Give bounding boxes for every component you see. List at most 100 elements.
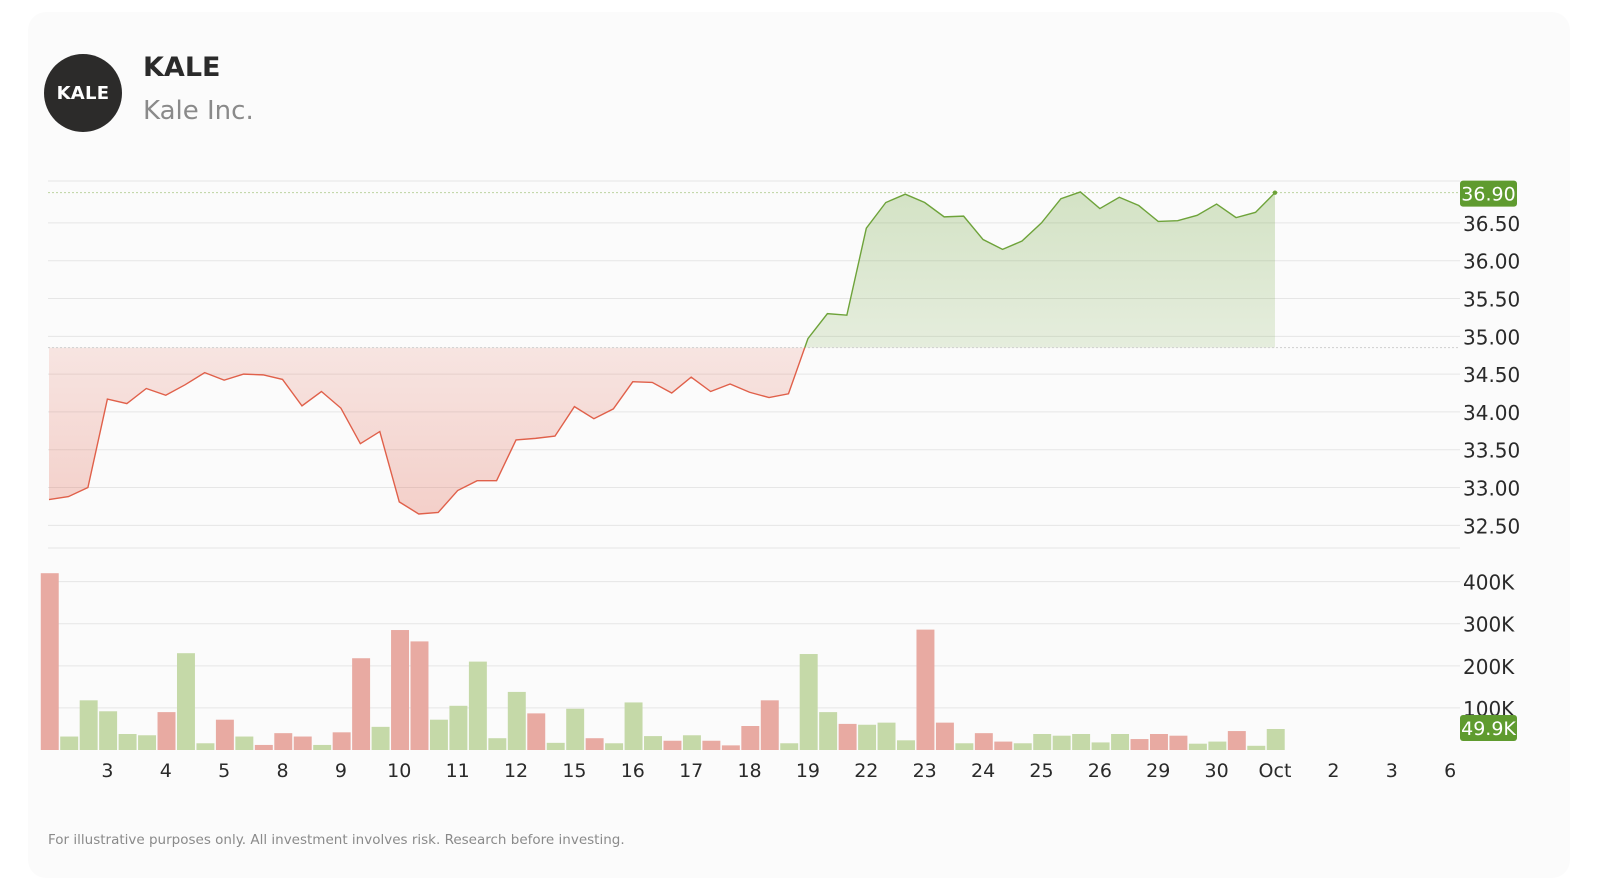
volume-bar — [585, 738, 604, 750]
price-area-up — [49, 191, 1275, 348]
last-volume-badge: 49.9K — [1460, 715, 1517, 741]
volume-bar — [391, 630, 410, 750]
x-tick-label: 3 — [101, 760, 113, 782]
x-tick-label: 10 — [387, 760, 411, 782]
volume-bar — [1149, 734, 1168, 750]
volume-bar — [40, 573, 59, 750]
volume-bar — [819, 712, 838, 750]
volume-bar — [332, 732, 351, 750]
x-tick-label: 18 — [737, 760, 761, 782]
price-tick-label: 33.00 — [1463, 477, 1520, 501]
volume-bar — [1052, 735, 1071, 750]
volume-bar — [196, 743, 215, 750]
price-tick-label: 35.50 — [1463, 288, 1520, 312]
price-tick-label: 33.50 — [1463, 439, 1520, 463]
volume-bar — [488, 738, 507, 750]
volume-bar — [254, 744, 273, 750]
volume-bar — [235, 736, 254, 750]
volume-bar — [1247, 745, 1266, 750]
price-tick-label: 34.00 — [1463, 401, 1520, 425]
volume-bar — [799, 654, 818, 750]
x-tick-label: 19 — [796, 760, 820, 782]
price-line-down — [48, 347, 806, 515]
x-tick-label: 17 — [679, 760, 703, 782]
volume-bar — [1072, 734, 1091, 750]
volume-bar — [157, 712, 176, 750]
volume-bar — [410, 641, 429, 750]
x-tick-label: 6 — [1444, 760, 1456, 782]
volume-tick-label: 200K — [1463, 655, 1515, 679]
volume-bar — [215, 719, 234, 750]
price-tick-label: 36.00 — [1463, 250, 1520, 274]
volume-bar — [274, 733, 293, 750]
volume-tick-label: 300K — [1463, 613, 1515, 637]
x-tick-label: 15 — [562, 760, 586, 782]
x-tick-label: 24 — [971, 760, 995, 782]
x-tick-label: 3 — [1386, 760, 1398, 782]
last-volume-badge-text: 49.9K — [1461, 718, 1516, 740]
x-tick-label: 26 — [1088, 760, 1112, 782]
volume-bar — [760, 700, 779, 750]
disclaimer-text: For illustrative purposes only. All inve… — [48, 832, 625, 848]
volume-bar — [293, 736, 312, 750]
last-price-badge: 36.90 — [1460, 180, 1517, 207]
volume-bar — [955, 743, 974, 750]
volume-bar — [527, 713, 546, 750]
volume-bar — [644, 736, 662, 750]
volume-bar — [838, 723, 857, 750]
volume-bar — [60, 736, 79, 750]
volume-bar — [138, 735, 157, 750]
x-tick-label: 9 — [335, 760, 347, 782]
x-tick-label: 8 — [276, 760, 288, 782]
volume-bar — [546, 742, 565, 750]
x-tick-label: 29 — [1146, 760, 1170, 782]
x-tick-label: 30 — [1205, 760, 1229, 782]
volume-bar — [877, 722, 896, 750]
last-volume-badge-bg — [1460, 715, 1517, 741]
last-price-marker — [1272, 190, 1278, 195]
x-tick-label: 25 — [1029, 760, 1053, 782]
x-tick-label: 22 — [854, 760, 878, 782]
last-price-badge-bg — [1460, 180, 1517, 207]
volume-bar — [1208, 741, 1227, 750]
volume-bar — [1227, 731, 1246, 750]
volume-bar — [702, 740, 721, 750]
volume-bar — [449, 705, 468, 750]
price-line-up — [803, 191, 1276, 348]
volume-bar — [176, 653, 195, 750]
volume-bar — [429, 719, 448, 750]
x-tick-label: 16 — [621, 760, 645, 782]
logo-text: KALE — [56, 82, 110, 104]
company-logo: KALE — [44, 54, 122, 132]
volume-bar — [721, 745, 740, 750]
volume-bar — [99, 711, 118, 750]
x-tick-label: 12 — [504, 760, 528, 782]
volume-bar — [858, 724, 877, 750]
price-tick-label: 35.00 — [1463, 325, 1520, 349]
volume-bar — [1169, 735, 1188, 750]
company-name: Kale Inc. — [143, 96, 254, 126]
volume-bar — [663, 740, 682, 750]
volume-bar — [974, 733, 993, 750]
x-tick-label: 2 — [1327, 760, 1339, 782]
volume-bar — [994, 741, 1013, 750]
volume-bar — [1091, 742, 1110, 750]
volume-bar — [741, 726, 760, 750]
x-tick-label: Oct — [1259, 760, 1292, 782]
last-price-badge-text: 36.90 — [1461, 184, 1515, 206]
x-tick-label: 11 — [446, 760, 470, 782]
price-area-down — [49, 347, 805, 514]
volume-bar — [566, 708, 585, 750]
volume-bar — [507, 691, 526, 750]
volume-bar — [371, 726, 390, 750]
volume-bar — [1111, 734, 1130, 750]
volume-bar — [1130, 739, 1149, 750]
volume-bar — [118, 734, 137, 750]
volume-bar — [1013, 743, 1032, 750]
volume-bar — [352, 658, 371, 750]
volume-bar — [916, 629, 935, 750]
ticker-symbol: KALE — [143, 52, 221, 83]
x-tick-label: 23 — [913, 760, 937, 782]
volume-bar — [897, 740, 915, 750]
